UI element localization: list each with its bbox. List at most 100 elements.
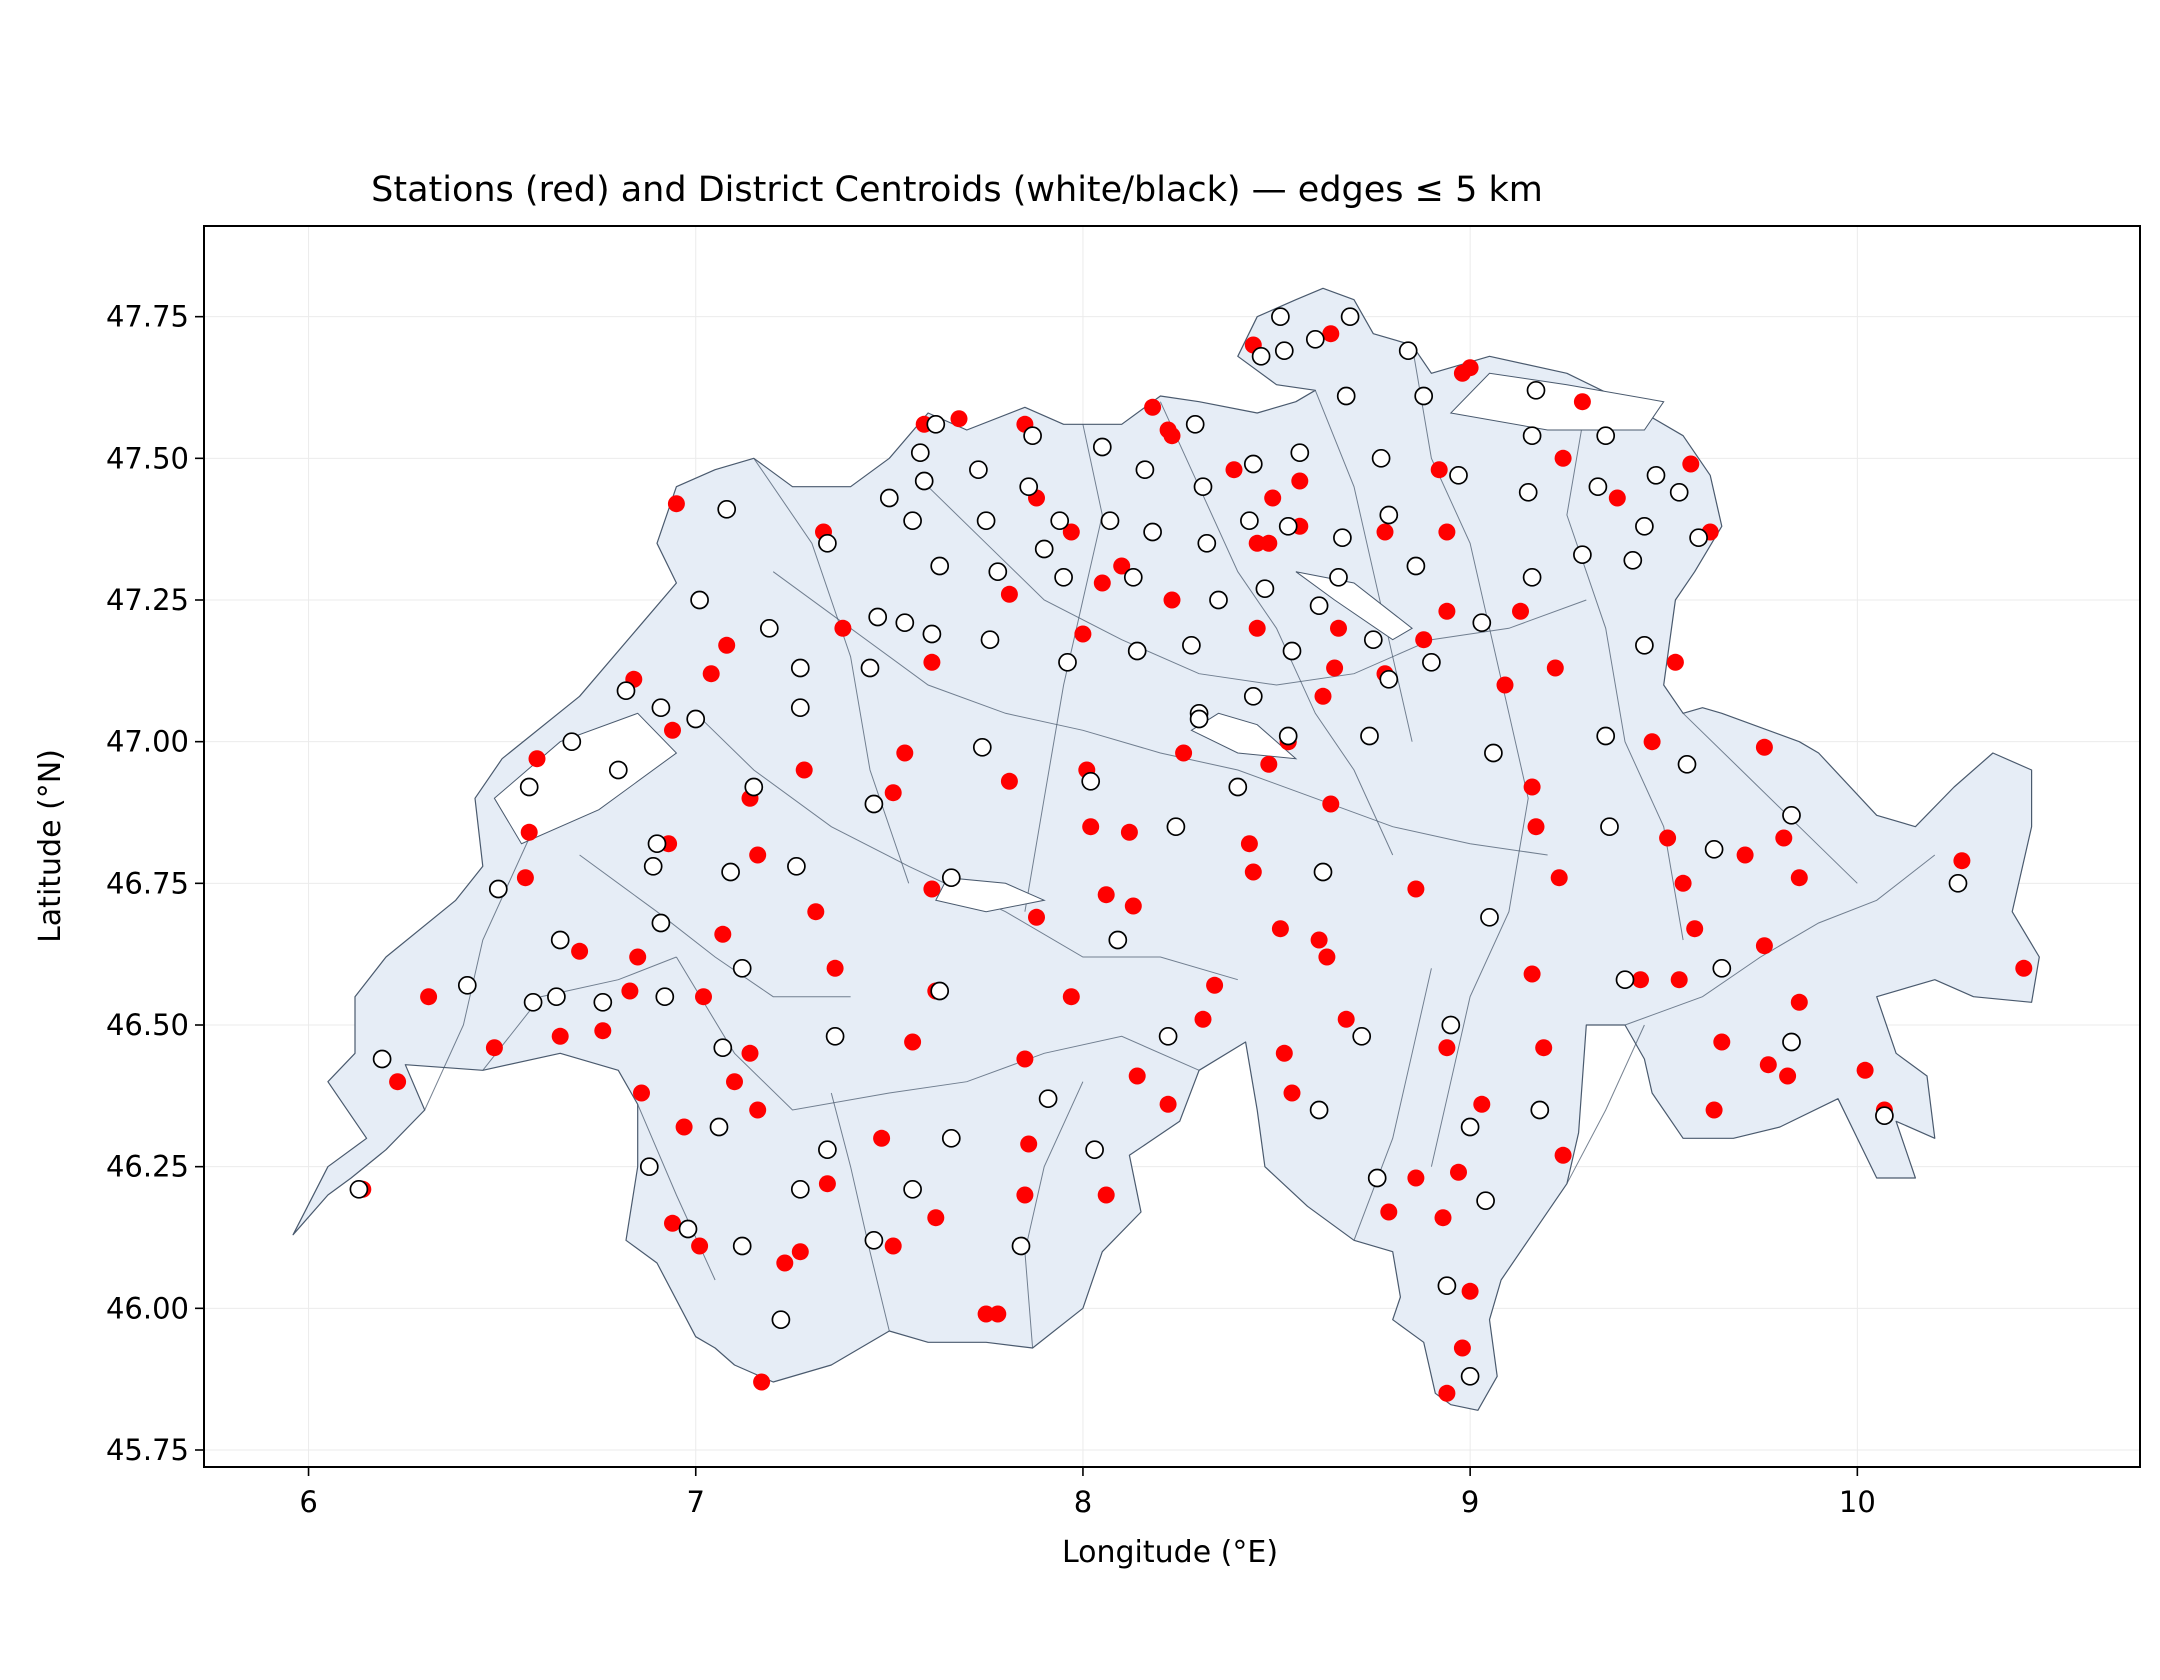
centroid-point xyxy=(972,737,992,757)
centroid-point xyxy=(744,777,764,797)
centroid-point xyxy=(1480,907,1499,927)
centroid-point xyxy=(1182,635,1201,655)
station-point xyxy=(594,1022,612,1040)
station-point xyxy=(1314,687,1332,705)
centroid-point xyxy=(1449,465,1468,485)
plot-area xyxy=(203,225,2141,1468)
station-point xyxy=(691,1237,709,1255)
station-point xyxy=(714,925,732,943)
centroid-point xyxy=(1034,539,1054,559)
station-point xyxy=(1028,908,1045,926)
station-point xyxy=(989,1305,1007,1323)
centroid-point xyxy=(926,414,946,434)
centroid-point xyxy=(790,658,810,678)
station-point xyxy=(1163,591,1181,609)
station-point xyxy=(1337,1010,1355,1028)
station-point xyxy=(1659,829,1677,847)
centroid-point xyxy=(1019,477,1039,497)
station-point xyxy=(1415,631,1433,649)
district-boundary-13 xyxy=(1353,968,1432,1241)
district-boundary-11 xyxy=(1024,1081,1084,1349)
station-point xyxy=(2015,959,2033,977)
plot-frame xyxy=(203,225,2141,1468)
centroid-point xyxy=(1522,426,1542,446)
centroid-point xyxy=(651,913,671,933)
centroid-point xyxy=(903,1179,922,1199)
centroid-point xyxy=(860,658,880,678)
centroid-point xyxy=(1615,970,1635,990)
lake-4 xyxy=(1449,372,1665,431)
station-point xyxy=(1407,880,1425,898)
centroid-point xyxy=(1948,873,1968,893)
district-boundary-16 xyxy=(1314,390,1413,742)
centroid-point xyxy=(1336,386,1356,406)
station-point xyxy=(795,761,813,779)
station-point xyxy=(1380,1203,1398,1221)
lakes xyxy=(493,372,1665,913)
centroid-point xyxy=(1530,1100,1550,1120)
y-tick-label-3: 46.50 xyxy=(106,1008,189,1042)
station-point xyxy=(1264,489,1282,507)
station-point xyxy=(1554,1146,1572,1164)
y-tick-label-0: 45.75 xyxy=(106,1433,189,1467)
centroid-point xyxy=(1329,567,1348,587)
station-point xyxy=(923,653,941,671)
station-point xyxy=(1461,1282,1479,1300)
station-point xyxy=(923,880,941,898)
centroid-point xyxy=(1476,1191,1495,1211)
centroid-point xyxy=(868,607,888,627)
centroid-point xyxy=(651,698,671,718)
centroid-point xyxy=(914,471,934,491)
station-point xyxy=(1322,795,1340,813)
district-boundary-7 xyxy=(1411,344,1529,1167)
district-boundary-2 xyxy=(675,956,1200,1111)
lake-3 xyxy=(1190,712,1298,760)
centroid-point xyxy=(1251,346,1271,366)
y-tick-label-4: 46.75 xyxy=(106,866,189,900)
centroid-point xyxy=(1313,862,1333,882)
centroid-point xyxy=(790,1179,810,1199)
centroid-point xyxy=(988,562,1008,582)
station-point xyxy=(1330,619,1347,637)
centroid-point xyxy=(818,533,837,553)
centroid-point xyxy=(1185,414,1205,434)
station-point xyxy=(1713,1033,1731,1051)
station-point xyxy=(904,1033,922,1051)
station-point xyxy=(834,619,852,637)
centroid-point xyxy=(1646,465,1666,485)
centroid-point xyxy=(1379,505,1399,525)
centroid-point xyxy=(1127,641,1147,661)
station-point xyxy=(791,1243,809,1261)
lake-0 xyxy=(493,712,678,845)
station-point xyxy=(1291,472,1309,490)
station-point xyxy=(1779,1067,1797,1085)
centroid-point xyxy=(1081,771,1101,791)
station-point xyxy=(1124,897,1142,915)
station-point xyxy=(896,744,914,762)
station-point xyxy=(1271,920,1289,938)
station-point xyxy=(1512,602,1529,620)
centroid-point xyxy=(825,1026,845,1046)
station-point xyxy=(1438,602,1456,620)
station-point xyxy=(1473,1095,1491,1113)
district-boundary-5 xyxy=(927,486,1587,686)
y-tick-label-7: 47.50 xyxy=(106,441,189,475)
station-point xyxy=(389,1073,407,1091)
station-point xyxy=(884,784,902,802)
station-point xyxy=(1790,869,1808,887)
chart-title: Stations (red) and District Centroids (w… xyxy=(371,170,1543,210)
centroid-point xyxy=(879,488,899,508)
station-point xyxy=(1755,738,1773,756)
y-tick-label-5: 47.00 xyxy=(106,725,189,759)
centroid-point xyxy=(1282,641,1302,661)
centroid-point xyxy=(732,958,752,978)
centroid-point xyxy=(550,930,570,950)
centroid-point xyxy=(864,794,884,814)
centroid-point xyxy=(1526,380,1546,400)
station-point xyxy=(1438,1039,1456,1057)
centroid-point xyxy=(1360,726,1379,746)
centroid-point xyxy=(457,975,477,995)
centroid-point xyxy=(980,630,1000,650)
station-point xyxy=(1326,659,1344,677)
centroid-point xyxy=(1166,817,1186,837)
